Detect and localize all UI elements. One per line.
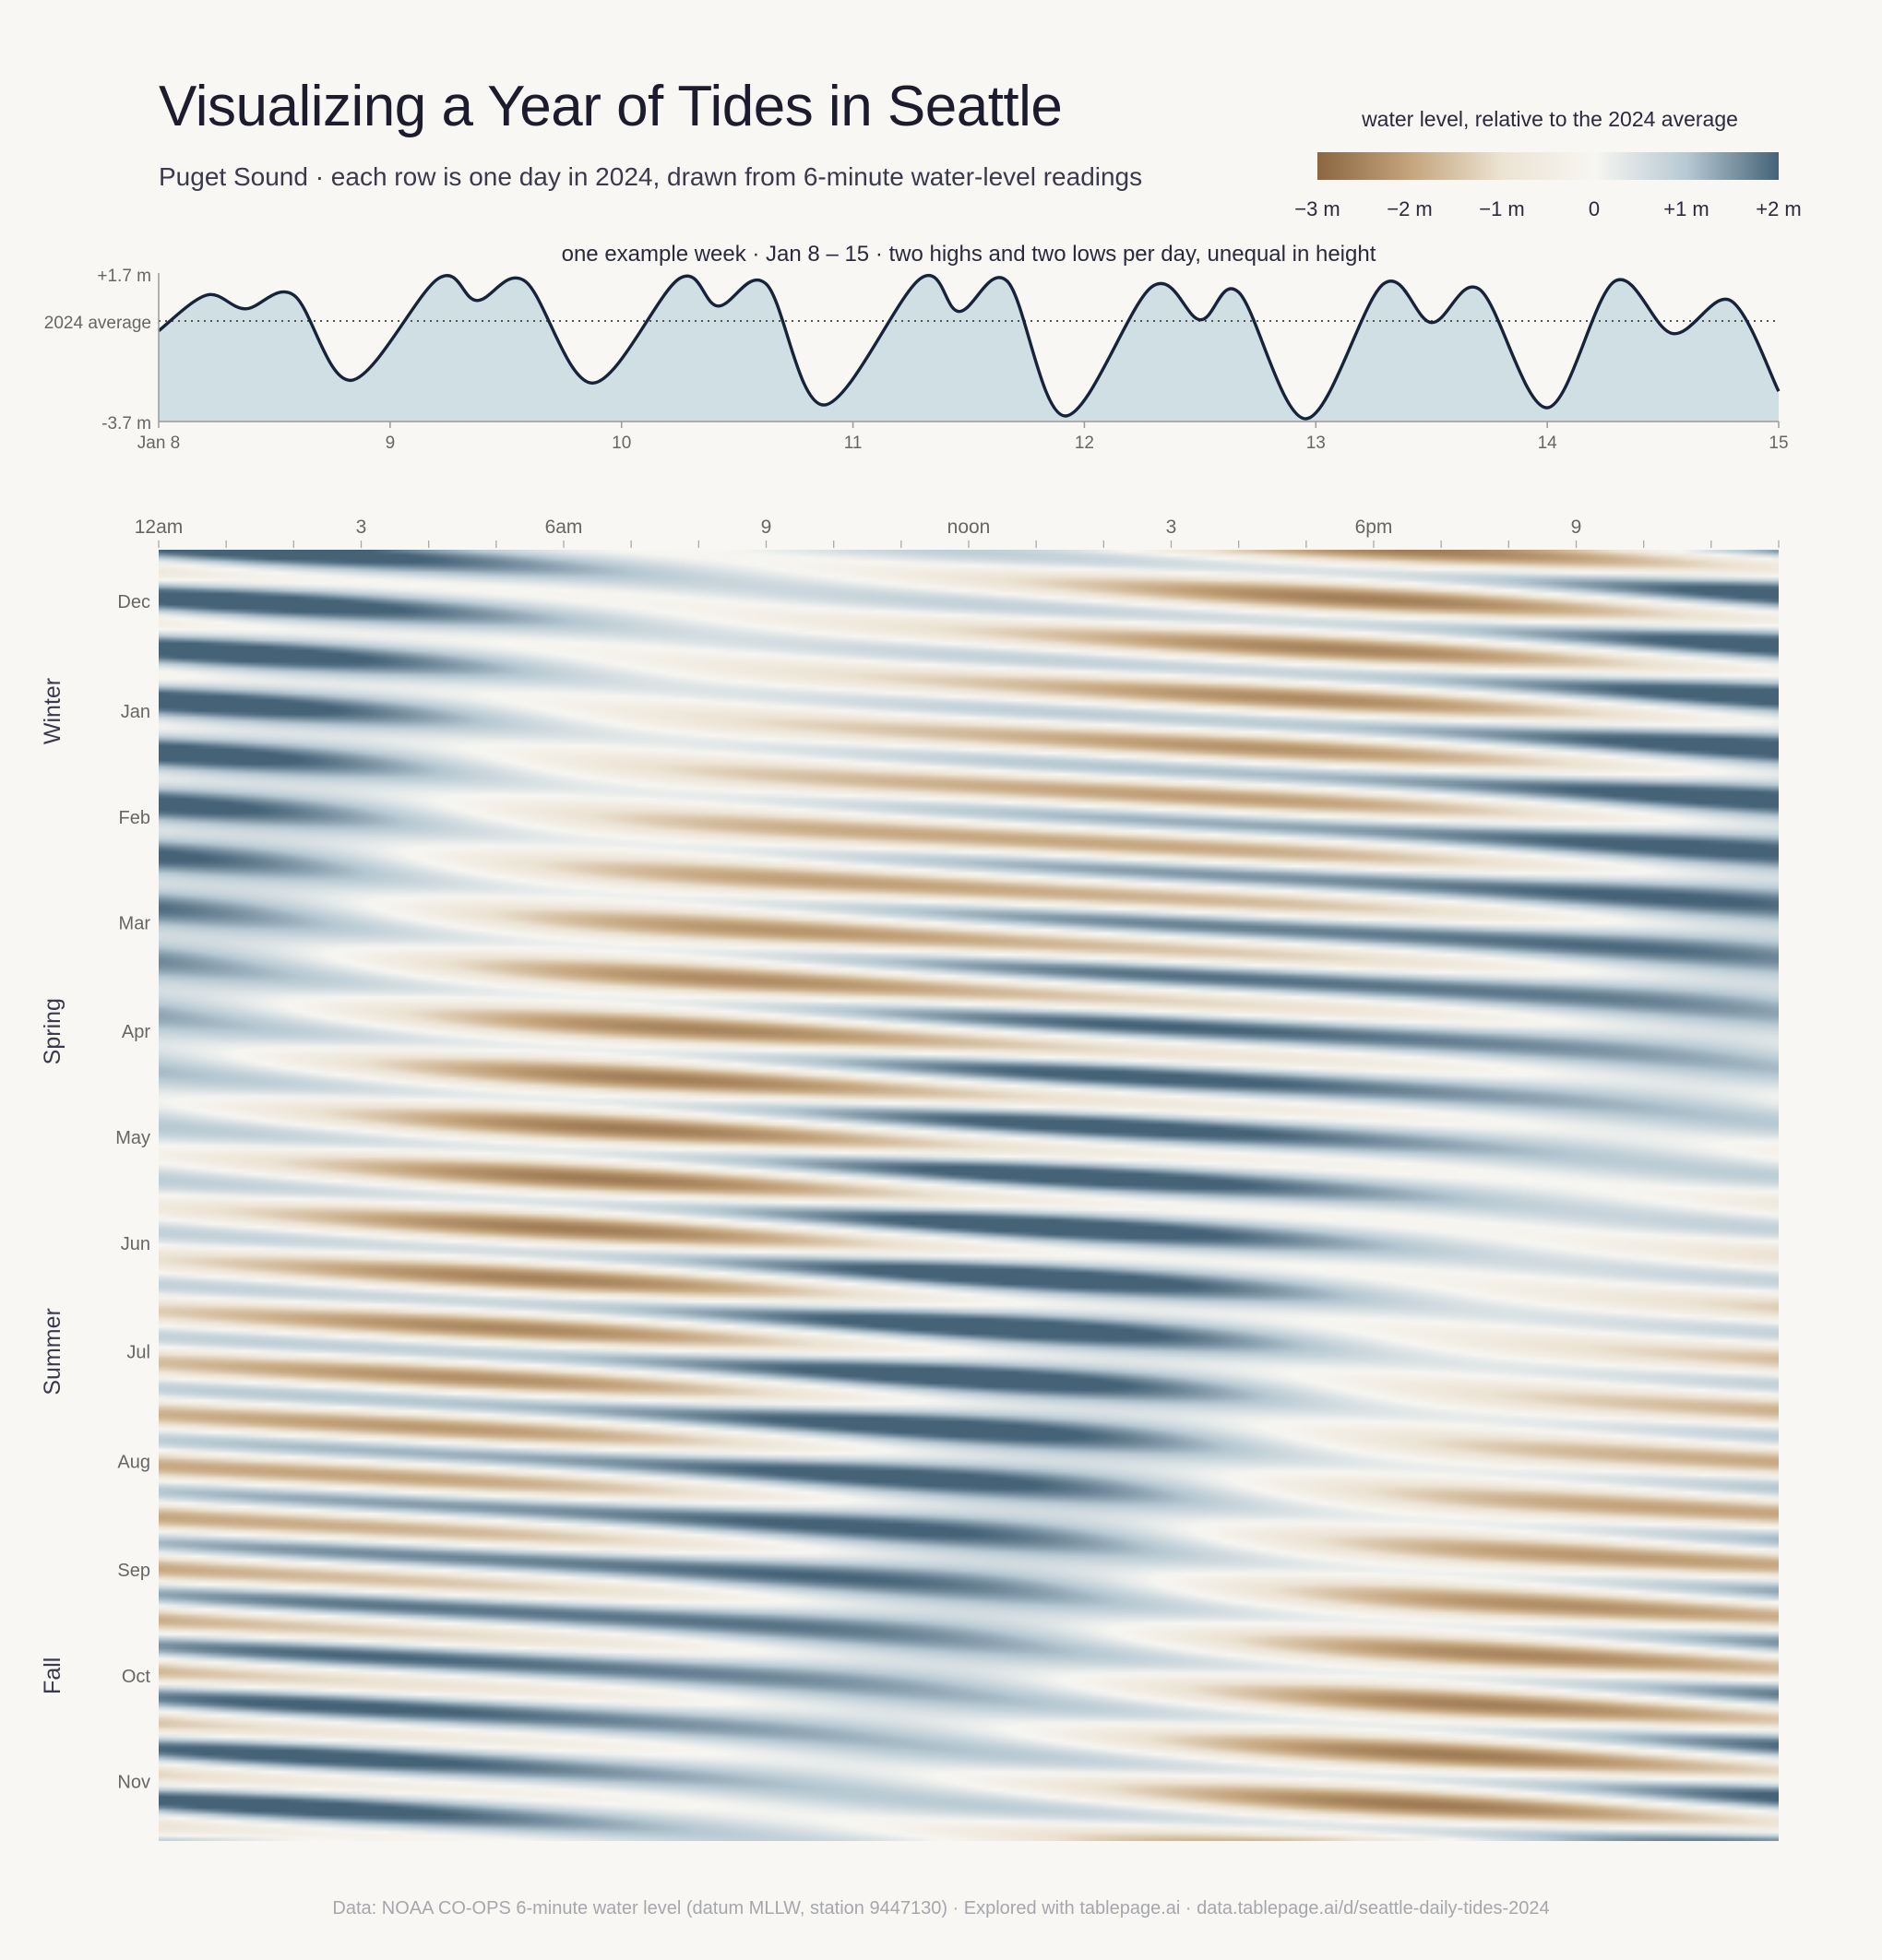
week-x-tick-label: 12 [1075, 434, 1094, 453]
month-axis: Dec Jan Feb Mar Apr May Jun Jul Aug Sep Oct Nov [115, 592, 150, 1793]
legend-tick: −2 m [1387, 197, 1433, 220]
month-label: Mar [119, 914, 151, 934]
week-chart: +1.7 m 2024 average -3.7 m Jan 8 9 10 11 12 1… [44, 267, 1789, 453]
y-tick-label: +1.7 m [97, 267, 151, 286]
week-line [157, 274, 1781, 421]
week-x-tick-label: Jan 8 [137, 434, 180, 453]
month-label: Apr [122, 1022, 150, 1042]
legend-tick: +2 m [1756, 197, 1802, 220]
legend-color-bar [1317, 152, 1779, 180]
legend-tick: −3 m [1294, 197, 1340, 220]
week-x-tick-label: 14 [1538, 434, 1558, 453]
legend-title: water level, relative to the 2024 averag… [1362, 107, 1738, 131]
legend-tick: +1 m [1663, 197, 1709, 220]
month-label: Oct [122, 1667, 151, 1687]
hour-axis: 12am 3 6am 9 noon 3 6pm 9 [135, 517, 1780, 548]
hour-label: 9 [1571, 517, 1582, 538]
week-x-tick-label: 13 [1306, 434, 1326, 453]
hour-label: 12am [135, 517, 184, 538]
hour-label: noon [947, 517, 991, 538]
month-label: Dec [117, 592, 150, 612]
page-subtitle: Puget Sound · each row is one day in 202… [159, 162, 1143, 191]
week-chart-caption: one example week · Jan 8 – 15 · two high… [561, 242, 1376, 267]
season-label: Fall [40, 1657, 66, 1694]
month-label: May [115, 1128, 150, 1148]
hour-label: 6am [545, 517, 583, 538]
season-label: Spring [40, 998, 66, 1064]
season-labels: Winter Spring Summer Fall [40, 678, 66, 1694]
month-label: Jul [126, 1342, 150, 1362]
month-label: Jan [121, 702, 150, 722]
hour-label: 3 [356, 517, 367, 538]
hour-label: 3 [1166, 517, 1177, 538]
legend-tick: 0 [1588, 197, 1601, 220]
week-x-ticks: Jan 8 9 10 11 12 13 14 15 [137, 422, 1789, 453]
week-area [159, 275, 1779, 422]
month-label: Aug [117, 1452, 150, 1472]
heatmap-image [159, 550, 1779, 1841]
hour-label: 9 [761, 517, 772, 538]
y-tick-label: -3.7 m [101, 414, 151, 434]
month-label: Nov [117, 1773, 150, 1793]
month-label: Feb [119, 808, 150, 828]
season-label: Summer [40, 1308, 66, 1395]
page-title: Visualizing a Year of Tides in Seattle [159, 75, 1063, 138]
month-label: Sep [117, 1561, 150, 1581]
heatmap: 12am 3 6am 9 noon 3 6pm 9 Dec Jan Feb Mar Apr May Jun… [40, 517, 1780, 1841]
week-x-tick-label: 15 [1769, 434, 1788, 453]
legend-tick: −1 m [1479, 197, 1525, 220]
y-tick-label: 2024 average [44, 314, 151, 333]
footer-source: Data: NOAA CO-OPS 6-minute water level (… [332, 1898, 1550, 1918]
season-label: Winter [40, 678, 66, 744]
month-label: Jun [121, 1234, 150, 1254]
week-x-tick-label: 9 [386, 434, 396, 453]
week-x-tick-label: 11 [844, 434, 863, 453]
week-x-tick-label: 10 [612, 434, 631, 453]
hour-label: 6pm [1355, 517, 1393, 538]
